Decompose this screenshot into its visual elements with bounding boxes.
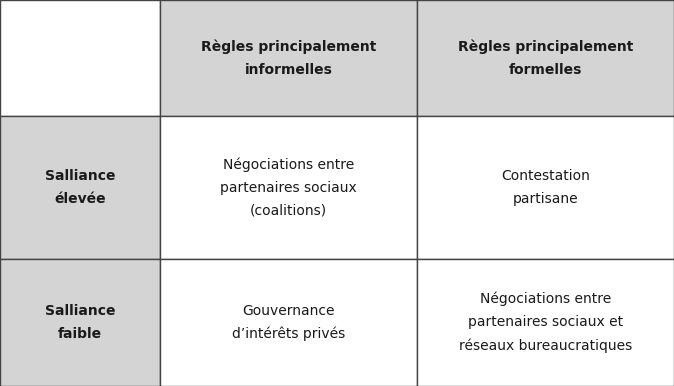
Text: Contestation
partisane: Contestation partisane: [501, 169, 590, 206]
Text: Salliance
faible: Salliance faible: [44, 304, 115, 341]
Bar: [417, 116, 674, 259]
Bar: [160, 116, 417, 259]
Text: Salliance
élevée: Salliance élevée: [44, 169, 115, 206]
Bar: [160, 259, 417, 386]
Text: Règles principalement
formelles: Règles principalement formelles: [458, 39, 633, 77]
Text: Gouvernance
d’intérêts privés: Gouvernance d’intérêts privés: [232, 304, 345, 341]
Bar: [417, 0, 674, 116]
Text: Règles principalement
informelles: Règles principalement informelles: [201, 39, 376, 77]
Bar: [417, 259, 674, 386]
Bar: [0, 259, 160, 386]
Bar: [160, 0, 417, 116]
Bar: [0, 116, 160, 259]
Bar: [0, 0, 160, 116]
Text: Négociations entre
partenaires sociaux et
réseaux bureaucratiques: Négociations entre partenaires sociaux e…: [459, 292, 632, 353]
Text: Négociations entre
partenaires sociaux
(coalitions): Négociations entre partenaires sociaux (…: [220, 157, 357, 218]
